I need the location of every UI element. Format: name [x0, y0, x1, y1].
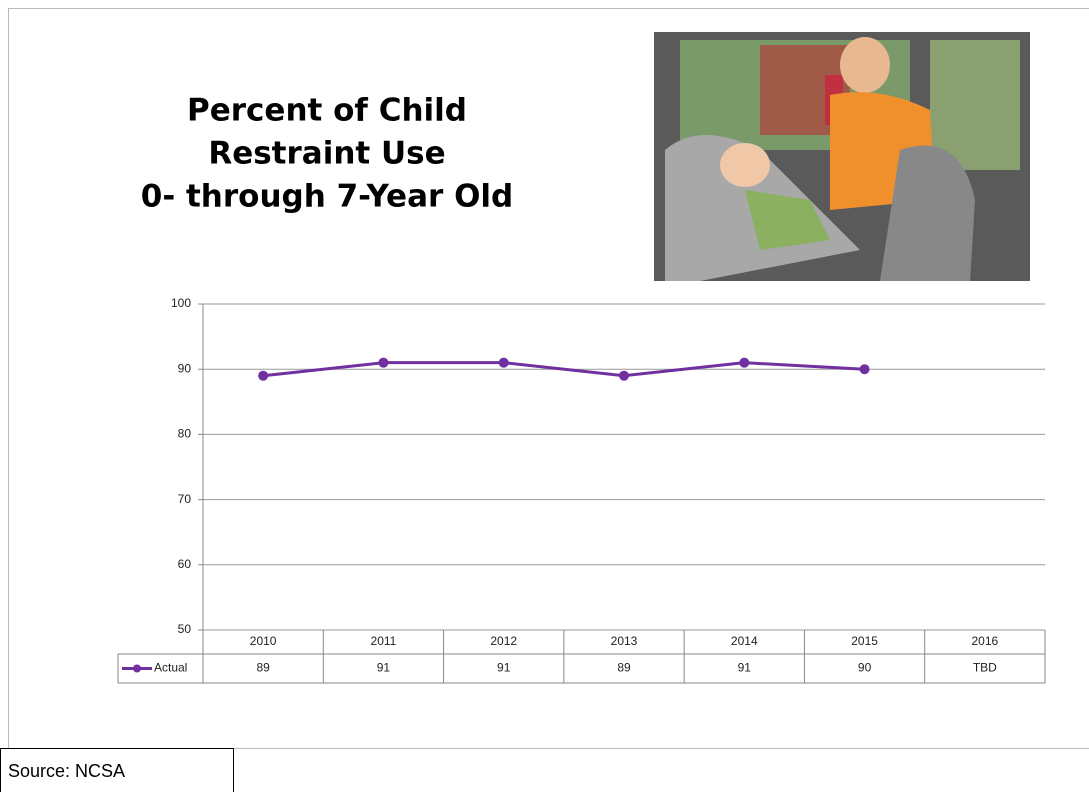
legend-label: Actual	[154, 661, 187, 675]
y-tick-label: 90	[178, 361, 192, 375]
x-tick-label: 2016	[972, 634, 999, 648]
chart-title: Percent of Child	[187, 93, 467, 129]
data-label: 89	[256, 661, 270, 675]
data-point	[619, 371, 629, 381]
y-tick-label: 100	[171, 296, 191, 310]
x-tick-label: 2013	[611, 634, 638, 648]
data-point	[860, 364, 870, 374]
data-label: 90	[858, 661, 872, 675]
photo	[654, 32, 1030, 281]
y-tick-label: 70	[178, 492, 192, 506]
y-tick-label: 80	[178, 427, 192, 441]
x-tick-label: 2012	[490, 634, 517, 648]
x-tick-label: 2014	[731, 634, 758, 648]
chart-title: Restraint Use	[208, 136, 445, 172]
y-tick-label: 50	[178, 622, 192, 636]
data-label: 89	[617, 661, 631, 675]
data-label: TBD	[973, 661, 997, 675]
data-point	[258, 371, 268, 381]
data-point	[739, 358, 749, 368]
data-point	[499, 358, 509, 368]
source-note: Source: NCSA	[8, 761, 125, 781]
x-tick-label: 2010	[250, 634, 277, 648]
chart-title: 0- through 7-Year Old	[141, 179, 514, 215]
x-tick-label: 2011	[371, 634, 397, 648]
legend-swatch	[133, 665, 141, 673]
data-label: 91	[738, 661, 752, 675]
y-tick-label: 60	[178, 557, 192, 571]
data-label: 91	[377, 661, 391, 675]
x-tick-label: 2015	[851, 634, 878, 648]
data-label: 91	[497, 661, 511, 675]
data-point	[378, 358, 388, 368]
